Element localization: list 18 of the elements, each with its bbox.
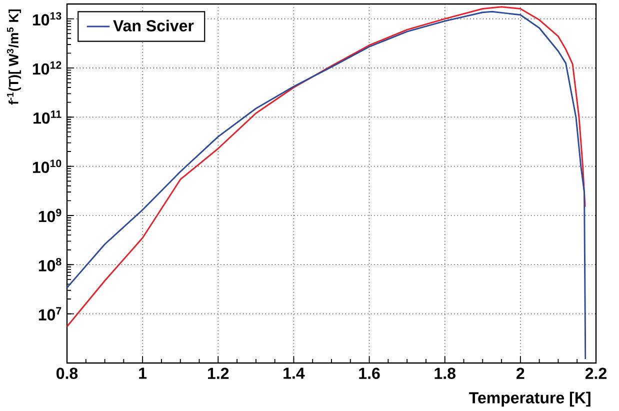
- x-axis-title: Temperature [K]: [469, 392, 590, 407]
- y-axis-title: f$^{-1}$(T)[ W$^{3}$/m$^{5}$ K]: [6, 9, 22, 105]
- y-tick-label: 10$^{13}$: [32, 12, 62, 26]
- x-tick-label: 1: [139, 368, 147, 379]
- x-tick-label: 0.8: [56, 368, 78, 379]
- x-tick-label: 1.4: [284, 368, 305, 379]
- x-tick-label: 1.8: [434, 368, 456, 379]
- x-tick-label: 2.2: [585, 368, 606, 379]
- x-tick-label: 1.6: [359, 368, 380, 379]
- y-tick-label: 10$^{10}$: [32, 160, 62, 173]
- y-tick-label: 10$^{9}$: [38, 208, 62, 222]
- y-tick-label: 10$^{7}$: [38, 307, 62, 320]
- legend-label: Van Sciver: [113, 20, 194, 32]
- x-tick-label: 2: [516, 368, 524, 379]
- y-tick-label: 10$^{8}$: [38, 258, 62, 272]
- y-tick-label: 10$^{11}$: [34, 110, 62, 124]
- y-tick-label: 10$^{12}$: [32, 61, 62, 75]
- x-tick-label: 1.2: [208, 368, 229, 379]
